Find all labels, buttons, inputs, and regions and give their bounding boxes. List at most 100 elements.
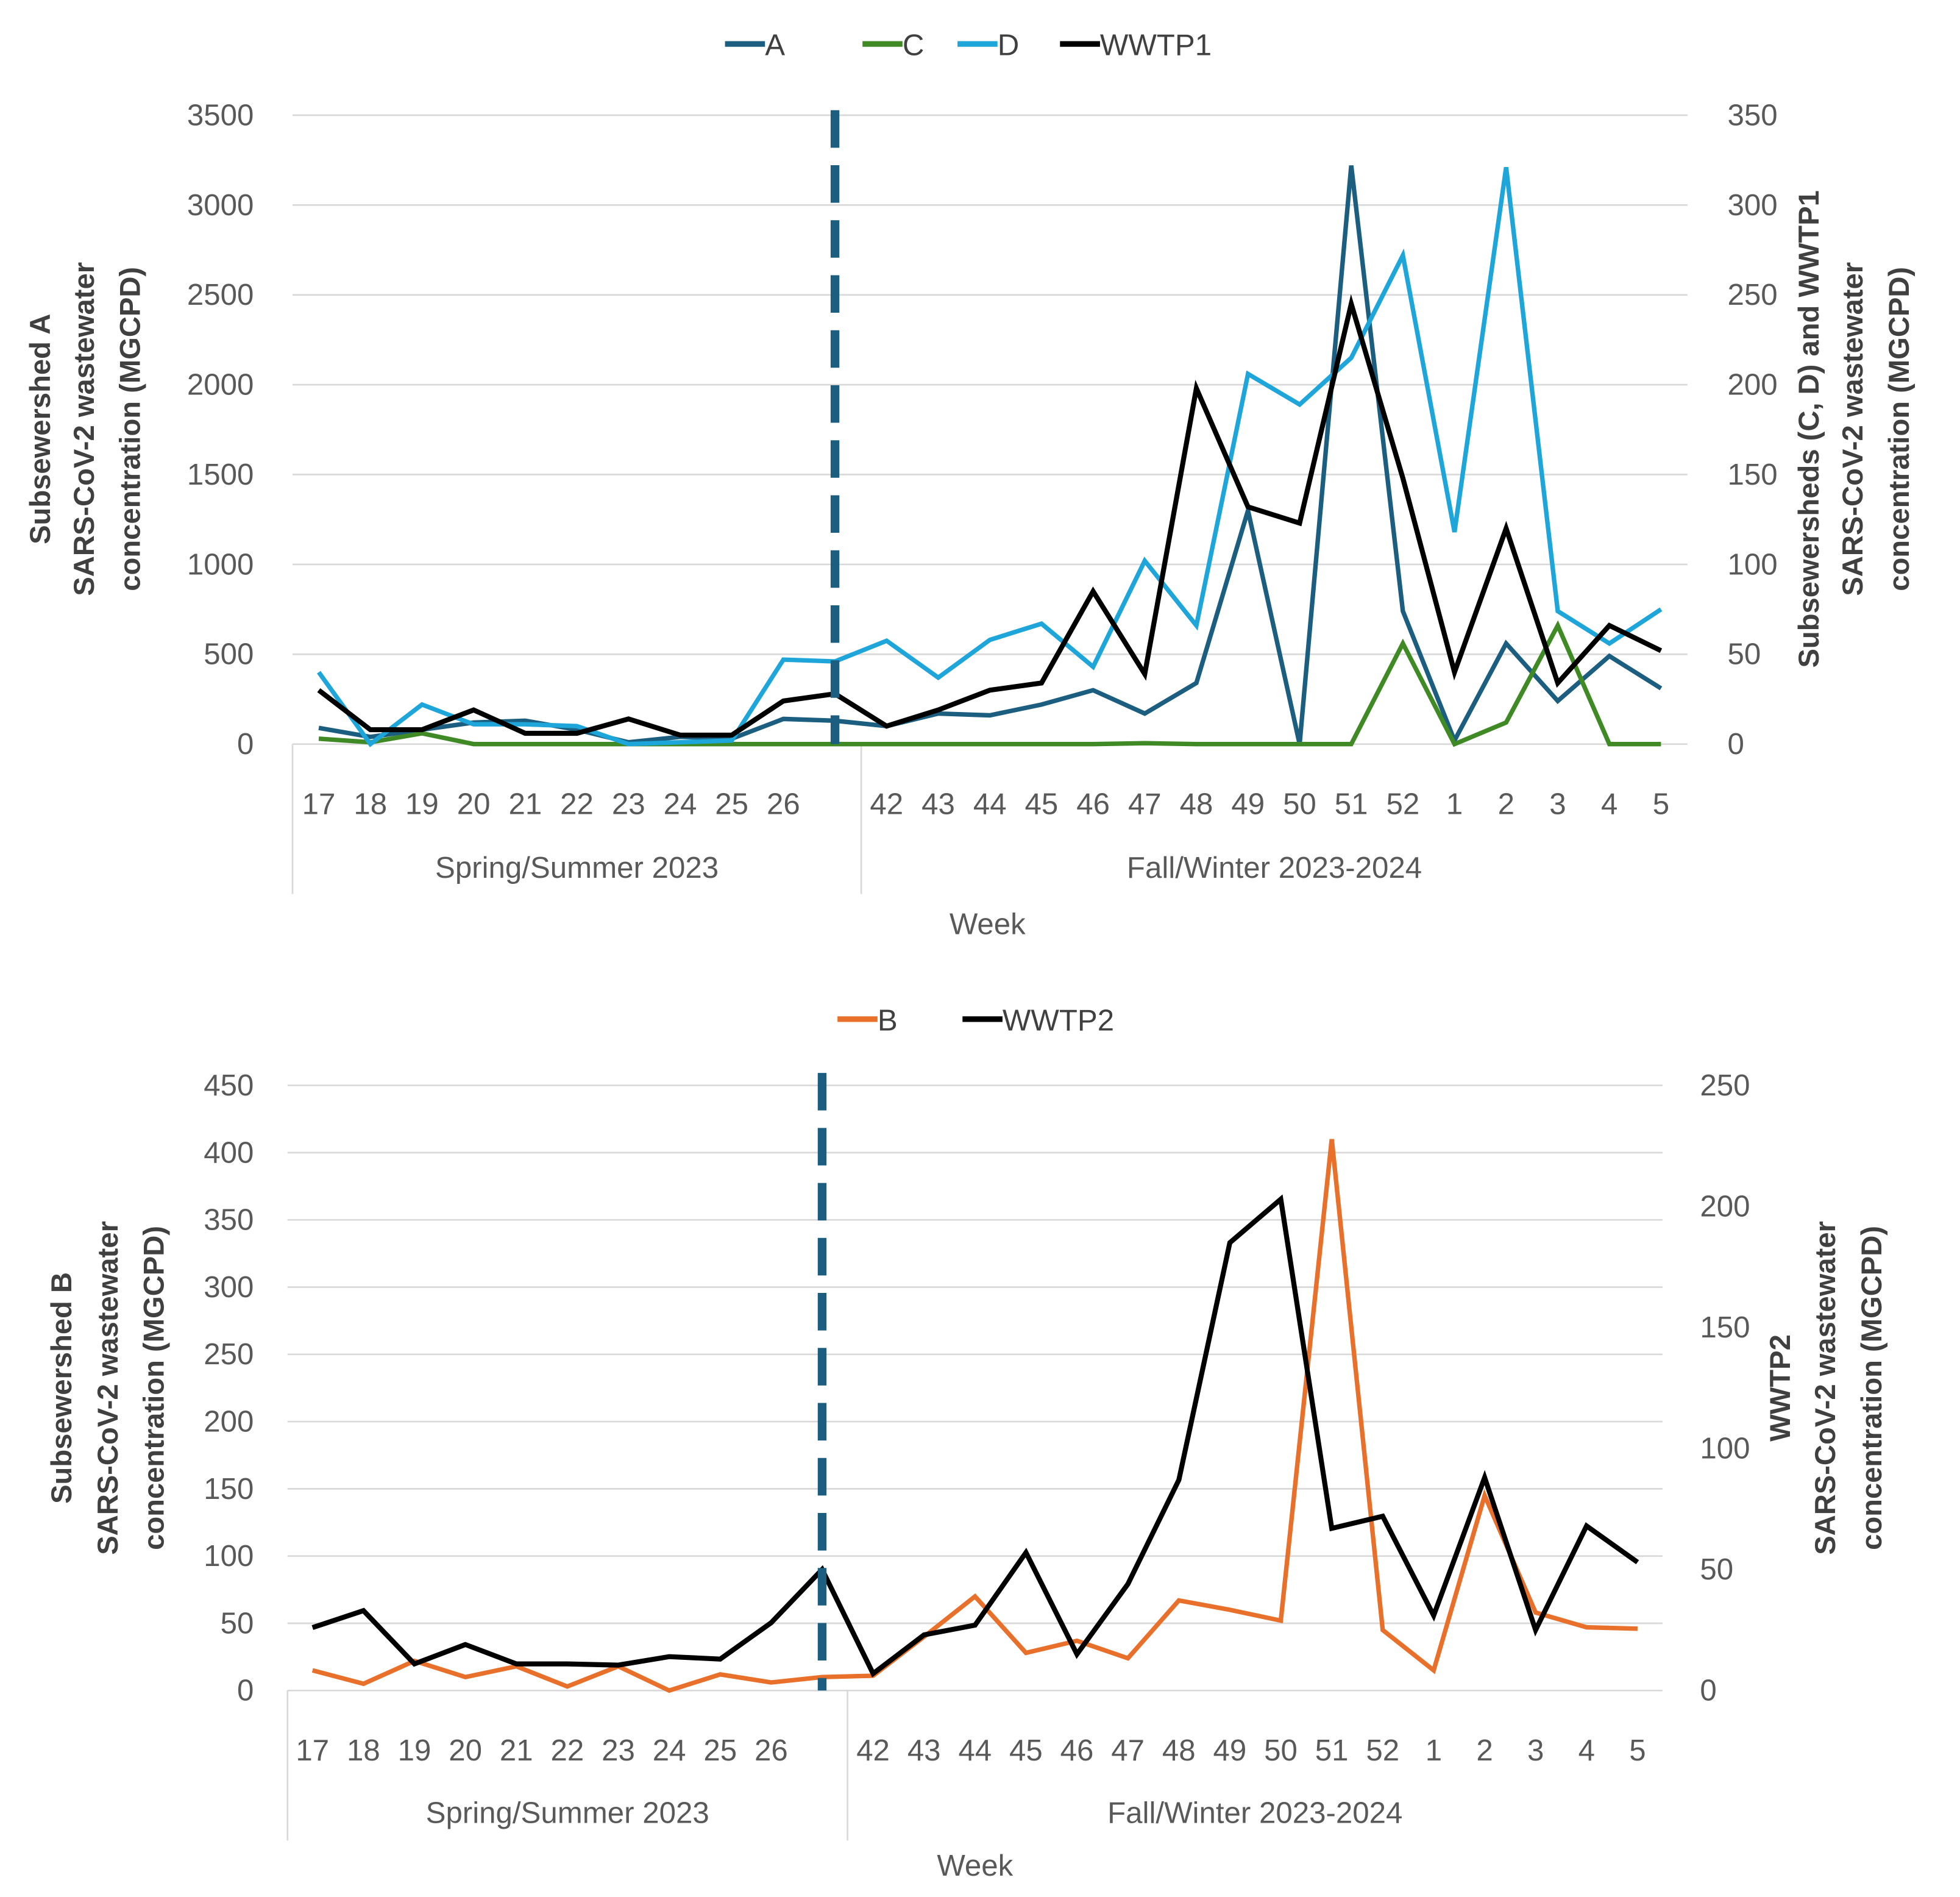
right-tick-label: 150 — [1700, 1311, 1750, 1344]
left-axis-title: concentration (MGCPD) — [114, 267, 146, 591]
group-label: Spring/Summer 2023 — [435, 851, 719, 884]
left-tick-label: 3000 — [187, 188, 254, 222]
right-tick-label: 250 — [1700, 1069, 1750, 1102]
x-tick-label: 51 — [1335, 788, 1368, 821]
x-tick-label: 19 — [405, 788, 439, 821]
x-tick-label: 20 — [457, 788, 491, 821]
left-tick-label: 450 — [204, 1069, 254, 1102]
left-tick-label: 300 — [204, 1270, 254, 1304]
right-tick-label: 350 — [1728, 98, 1778, 132]
left-tick-label: 50 — [221, 1606, 254, 1640]
left-tick-label: 1000 — [187, 547, 254, 581]
x-tick-label: 21 — [500, 1734, 533, 1767]
legend: B WWTP2 — [837, 1003, 1114, 1037]
left-tick-label: 0 — [237, 727, 254, 761]
left-axis-title: concentration (MGCPD) — [138, 1226, 170, 1550]
group-label: Spring/Summer 2023 — [426, 1796, 709, 1830]
x-tick-label: 5 — [1629, 1734, 1646, 1767]
x-tick-label: 45 — [1025, 788, 1059, 821]
x-tick-label: 46 — [1060, 1734, 1094, 1767]
right-tick-label: 0 — [1728, 727, 1744, 761]
group-label: Fall/Winter 2023-2024 — [1107, 1796, 1402, 1830]
x-tick-label: 48 — [1162, 1734, 1196, 1767]
x-tick-label: 49 — [1213, 1734, 1247, 1767]
right-tick-label: 100 — [1700, 1432, 1750, 1465]
x-tick-label: 46 — [1076, 788, 1110, 821]
x-tick-label: 20 — [449, 1734, 482, 1767]
x-tick-label: 3 — [1527, 1734, 1544, 1767]
x-axis-title: Week — [950, 907, 1026, 941]
x-tick-label: 26 — [767, 788, 800, 821]
x-tick-label: 44 — [973, 788, 1007, 821]
chart-1: 0500100015002000250030003500050100150200… — [24, 29, 1915, 941]
left-tick-label: 100 — [204, 1539, 254, 1573]
x-tick-label: 5 — [1653, 788, 1669, 821]
legend-label-D: D — [998, 29, 1020, 62]
right-tick-label: 200 — [1700, 1190, 1750, 1223]
left-tick-label: 400 — [204, 1136, 254, 1169]
right-tick-label: 150 — [1728, 458, 1778, 491]
left-tick-label: 250 — [204, 1337, 254, 1371]
x-tick-label: 24 — [664, 788, 697, 821]
group-label: Fall/Winter 2023-2024 — [1127, 851, 1422, 884]
x-tick-label: 2 — [1498, 788, 1514, 821]
legend: A C D WWTP1 — [725, 29, 1212, 62]
x-tick-label: 4 — [1601, 788, 1617, 821]
x-tick-label: 25 — [715, 788, 748, 821]
x-tick-label: 23 — [612, 788, 645, 821]
right-axis-title: WWTP2 — [1764, 1334, 1796, 1442]
left-axis-title: SARS-CoV-2 wastewater — [68, 262, 100, 596]
right-tick-label: 300 — [1728, 188, 1778, 222]
chart-2: 0501001502002503003504004500501001502002… — [45, 1003, 1887, 1882]
legend-label-A: A — [765, 29, 785, 62]
left-tick-label: 2000 — [187, 368, 254, 402]
left-tick-label: 1500 — [187, 458, 254, 491]
x-tick-label: 1 — [1426, 1734, 1442, 1767]
right-axis-title: SARS-CoV-2 wastewater — [1836, 262, 1869, 596]
x-tick-label: 22 — [550, 1734, 584, 1767]
x-tick-label: 44 — [958, 1734, 992, 1767]
legend-label-WWTP1: WWTP1 — [1100, 29, 1212, 62]
right-axis-title: concentration (MGCPD) — [1855, 1226, 1887, 1550]
right-axis-title: concentration (MGCPD) — [1883, 267, 1915, 591]
x-tick-label: 23 — [602, 1734, 635, 1767]
right-axis-title: SARS-CoV-2 wastewater — [1809, 1221, 1841, 1555]
right-tick-label: 250 — [1728, 278, 1778, 311]
x-tick-label: 42 — [870, 788, 903, 821]
x-tick-label: 19 — [398, 1734, 431, 1767]
x-tick-label: 47 — [1111, 1734, 1145, 1767]
x-tick-label: 17 — [302, 788, 336, 821]
x-tick-label: 47 — [1128, 788, 1162, 821]
right-tick-label: 0 — [1700, 1674, 1716, 1707]
series-line-WWTP2 — [311, 1194, 1639, 1678]
right-tick-label: 50 — [1700, 1553, 1733, 1586]
legend-label-C: C — [903, 29, 925, 62]
series-line-WWTP1 — [317, 294, 1663, 738]
x-tick-label: 17 — [296, 1734, 329, 1767]
x-tick-label: 2 — [1476, 1734, 1493, 1767]
x-tick-label: 43 — [921, 788, 955, 821]
right-tick-label: 50 — [1728, 638, 1761, 671]
x-tick-label: 21 — [508, 788, 542, 821]
x-tick-label: 42 — [856, 1734, 890, 1767]
x-tick-label: 48 — [1180, 788, 1213, 821]
x-tick-label: 4 — [1578, 1734, 1595, 1767]
x-axis-title: Week — [937, 1849, 1013, 1882]
x-tick-label: 50 — [1283, 788, 1316, 821]
x-tick-label: 1 — [1446, 788, 1463, 821]
x-tick-label: 18 — [347, 1734, 380, 1767]
x-tick-label: 24 — [653, 1734, 686, 1767]
left-tick-label: 3500 — [187, 98, 254, 132]
x-tick-label: 49 — [1231, 788, 1265, 821]
legend-label-WWTP2: WWTP2 — [1003, 1003, 1114, 1037]
left-tick-label: 500 — [204, 638, 254, 671]
x-tick-label: 50 — [1264, 1734, 1298, 1767]
x-tick-label: 52 — [1386, 788, 1419, 821]
left-tick-label: 0 — [237, 1674, 254, 1707]
left-tick-label: 150 — [204, 1472, 254, 1506]
right-axis-title: Subsewersheds (C, D) and WWTP1 — [1792, 190, 1825, 667]
x-tick-label: 51 — [1315, 1734, 1349, 1767]
x-tick-label: 26 — [755, 1734, 788, 1767]
x-tick-label: 18 — [353, 788, 387, 821]
